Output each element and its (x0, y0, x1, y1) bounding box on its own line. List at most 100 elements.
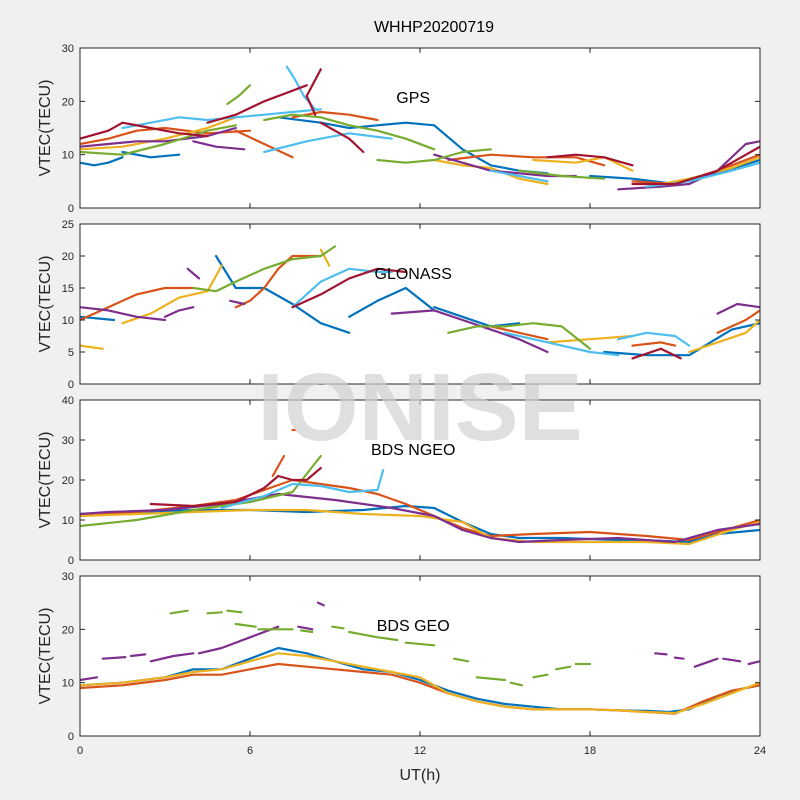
series-line (390, 309, 549, 354)
series-line (316, 601, 325, 607)
series-line (475, 676, 507, 682)
y-tick-label: 40 (62, 395, 74, 407)
series-line (617, 331, 691, 347)
series-line (80, 454, 322, 528)
series-line (546, 334, 634, 344)
series-line (101, 655, 127, 660)
panel-3: 0 6 12 18 24 0 10 20 30 VTEC(TECU) BDS GEO (37, 571, 766, 757)
panel-label: GLONASS (375, 266, 452, 283)
x-tick-label: 6 (247, 745, 253, 757)
series-line (220, 468, 385, 510)
series-line (631, 347, 682, 360)
y-tick-label: 0 (68, 555, 74, 567)
series-line (693, 657, 719, 668)
panels: 0 10 20 30 VTEC(TECU) GPS 0 5 10 15 20 25 VTEC(TECU)… (37, 43, 766, 757)
series-line (376, 148, 492, 164)
y-axis-label: VTEC(TECU) (37, 256, 54, 353)
y-tick-label: 20 (62, 475, 74, 487)
x-tick-label: 12 (414, 745, 426, 757)
series-line (192, 140, 246, 151)
series-line (80, 126, 237, 148)
series-line (305, 68, 322, 116)
y-tick-label: 20 (62, 251, 74, 263)
y-tick-label: 0 (68, 731, 74, 743)
series-line (192, 245, 337, 293)
panel-0: 0 10 20 30 VTEC(TECU) GPS (37, 43, 761, 215)
series-line (433, 306, 521, 328)
x-tick-label: 18 (584, 745, 596, 757)
figure-title: WHHP20200719 (374, 19, 494, 36)
series-line (229, 299, 246, 306)
series-line (80, 121, 209, 140)
series-line (404, 641, 436, 647)
series-line (299, 629, 314, 634)
series-line (80, 116, 237, 151)
series-line (452, 657, 470, 663)
panel-2: 0 10 20 30 40 VTEC(TECU) BDS NGEO (37, 395, 761, 567)
series-line (80, 478, 760, 542)
y-tick-label: 20 (62, 624, 74, 636)
series-line (277, 116, 549, 175)
plot-area (80, 576, 760, 736)
x-axis-label: UT(h) (400, 767, 441, 784)
series-group (80, 245, 760, 360)
series-line (489, 169, 549, 183)
series-line (80, 306, 167, 322)
series-line (226, 84, 252, 106)
series-line (489, 325, 549, 341)
series-line (631, 145, 760, 186)
series-line (163, 306, 195, 318)
x-tick-label: 0 (77, 745, 83, 757)
series-line (234, 129, 294, 159)
y-tick-label: 10 (62, 315, 74, 327)
y-tick-label: 5 (68, 347, 74, 359)
series-line (263, 132, 393, 154)
series-line (433, 153, 577, 178)
series-line (206, 84, 308, 124)
y-axis-label: VTEC(TECU) (37, 608, 54, 705)
series-line (631, 341, 677, 347)
series-line (121, 150, 181, 159)
series-line (226, 609, 243, 614)
panel-label: BDS NGEO (371, 442, 455, 459)
series-line (603, 322, 760, 357)
series-line (331, 625, 345, 630)
series-line (716, 309, 760, 334)
y-tick-label: 30 (62, 435, 74, 447)
series-line (509, 681, 524, 687)
panel-1: 0 5 10 15 20 25 VTEC(TECU) GLONASS (37, 219, 761, 391)
series-line (348, 630, 399, 642)
y-tick-label: 25 (62, 219, 74, 231)
x-tick-label: 24 (754, 745, 766, 757)
y-tick-label: 10 (62, 150, 74, 162)
y-axis-label: VTEC(TECU) (37, 432, 54, 529)
series-group (80, 65, 760, 191)
series-line (532, 156, 634, 172)
y-tick-label: 30 (62, 43, 74, 55)
series-line (747, 660, 760, 666)
series-line (234, 254, 322, 309)
series-line (291, 267, 407, 309)
series-line (722, 657, 742, 663)
series-line (271, 454, 286, 478)
series-line (291, 267, 393, 309)
series-line (433, 158, 549, 186)
series-line (447, 322, 592, 350)
series-line (186, 267, 201, 280)
series-line (234, 622, 257, 628)
series-line (654, 652, 668, 656)
y-tick-label: 0 (68, 379, 74, 391)
y-tick-label: 10 (62, 515, 74, 527)
series-line (129, 653, 147, 658)
series-line (263, 113, 436, 151)
series-line (80, 676, 99, 682)
series-line (80, 508, 760, 546)
series-line (297, 625, 314, 631)
series-line (518, 169, 606, 180)
series-line (716, 302, 760, 315)
series-line (149, 466, 322, 508)
series-line (206, 611, 223, 615)
series-group (80, 428, 760, 546)
series-line (688, 318, 760, 354)
